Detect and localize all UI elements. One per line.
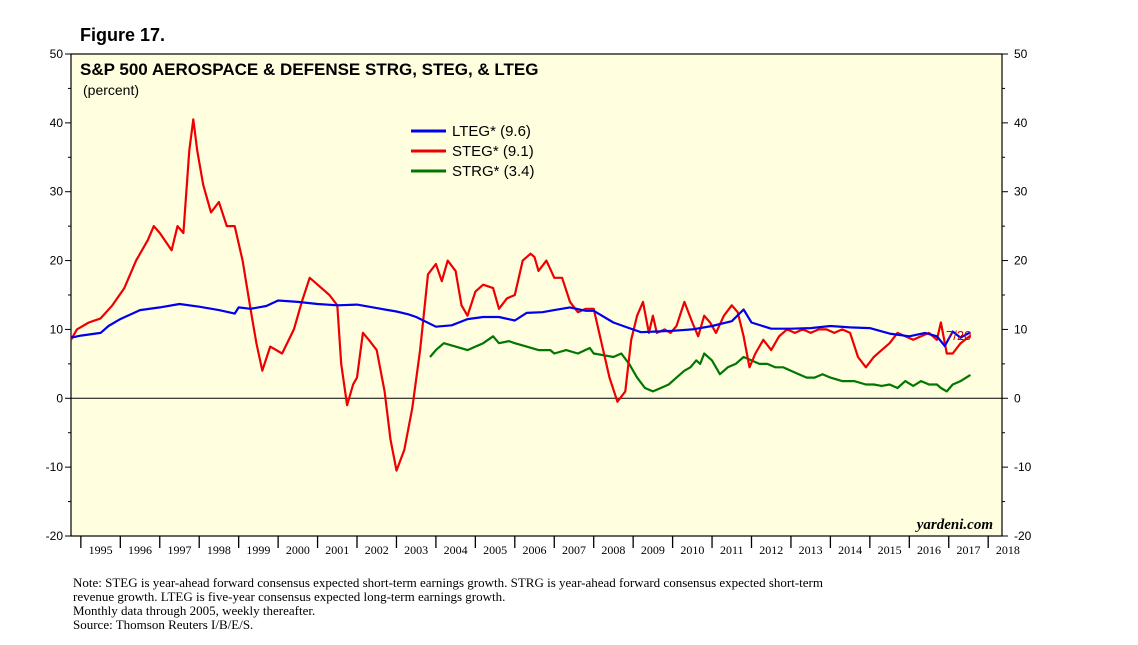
x-tick-label-2013: 2013 [799, 543, 823, 557]
y-tick-label-right: -10 [1014, 460, 1032, 474]
legend-label-lteg: LTEG* (9.6) [452, 123, 531, 140]
y-tick-label-right: 50 [1014, 47, 1028, 61]
series-line-lteg [70, 299, 971, 348]
y-tick-label-right: 20 [1014, 254, 1028, 268]
legend-label-strg: STRG* (3.4) [452, 163, 535, 180]
x-tick-label-1997: 1997 [167, 543, 191, 557]
y-tick-label-left: 50 [50, 47, 64, 61]
y-tick-label-left: 20 [50, 254, 64, 268]
y-tick-label-right: 0 [1014, 391, 1021, 405]
brand-watermark: yardeni.com [915, 517, 993, 533]
end-date-label: 7/20 [946, 328, 971, 343]
x-tick-label-2006: 2006 [523, 543, 547, 557]
y-tick-label-right: 10 [1014, 322, 1028, 336]
x-tick-label-2016: 2016 [917, 543, 941, 557]
x-tick-label-2014: 2014 [838, 543, 862, 557]
x-tick-label-2005: 2005 [483, 543, 507, 557]
note-line-2: revenue growth. LTEG is five-year consen… [73, 589, 506, 604]
note-line-3: Monthly data through 2005, weekly therea… [73, 603, 316, 618]
x-tick-label-2018: 2018 [996, 543, 1020, 557]
y-tick-label-right: 40 [1014, 116, 1028, 130]
chart-title: S&P 500 AEROSPACE & DEFENSE STRG, STEG, … [80, 60, 538, 79]
y-tick-label-left: 30 [50, 185, 64, 199]
x-tick-label-1999: 1999 [246, 543, 270, 557]
plot-area [70, 53, 1003, 537]
y-tick-label-left: 0 [56, 391, 63, 405]
figure-label: Figure 17. [80, 25, 166, 45]
chart: -20 -20 -10 -10 0 0 10 10 20 20 30 30 40 40 50 50 1995 19… [46, 47, 1032, 557]
x-tick-label-2000: 2000 [286, 543, 310, 557]
x-tick-label-2004: 2004 [444, 543, 468, 557]
y-tick-label-left: 10 [50, 322, 64, 336]
x-tick-label-1995: 1995 [89, 543, 113, 557]
y-tick-label-left: 40 [50, 116, 64, 130]
x-tick-label-2001: 2001 [325, 543, 349, 557]
x-tick-label-2009: 2009 [641, 543, 665, 557]
x-tick-label-2007: 2007 [562, 543, 586, 557]
legend: LTEG* (9.6) STEG* (9.1) STRG* (3.4) [411, 123, 535, 180]
x-tick-label-2002: 2002 [365, 543, 389, 557]
y-tick-label-right: 30 [1014, 185, 1028, 199]
x-tick-label-2011: 2011 [720, 543, 744, 557]
x-tick-label-1998: 1998 [207, 543, 231, 557]
y-tick-label-left: -20 [46, 529, 64, 543]
x-tick-label-1996: 1996 [128, 543, 152, 557]
y-tick-label-right: -20 [1014, 529, 1032, 543]
chart-subtitle: (percent) [83, 82, 139, 98]
legend-label-steg: STEG* (9.1) [452, 143, 534, 160]
series-line-steg [70, 118, 972, 472]
y-tick-label-left: -10 [46, 460, 64, 474]
x-tick-label-2015: 2015 [878, 543, 902, 557]
x-tick-label-2010: 2010 [680, 543, 704, 557]
notes: Note: STEG is year-ahead forward consens… [73, 576, 1073, 632]
x-tick-label-2012: 2012 [759, 543, 783, 557]
note-line-4: Source: Thomson Reuters I/B/E/S. [73, 617, 254, 632]
note-line-1: Note: STEG is year-ahead forward consens… [73, 575, 823, 590]
series-line-strg [429, 335, 971, 393]
x-tick-label-2008: 2008 [601, 543, 625, 557]
x-tick-label-2003: 2003 [404, 543, 428, 557]
x-tick-label-2017: 2017 [956, 543, 980, 557]
